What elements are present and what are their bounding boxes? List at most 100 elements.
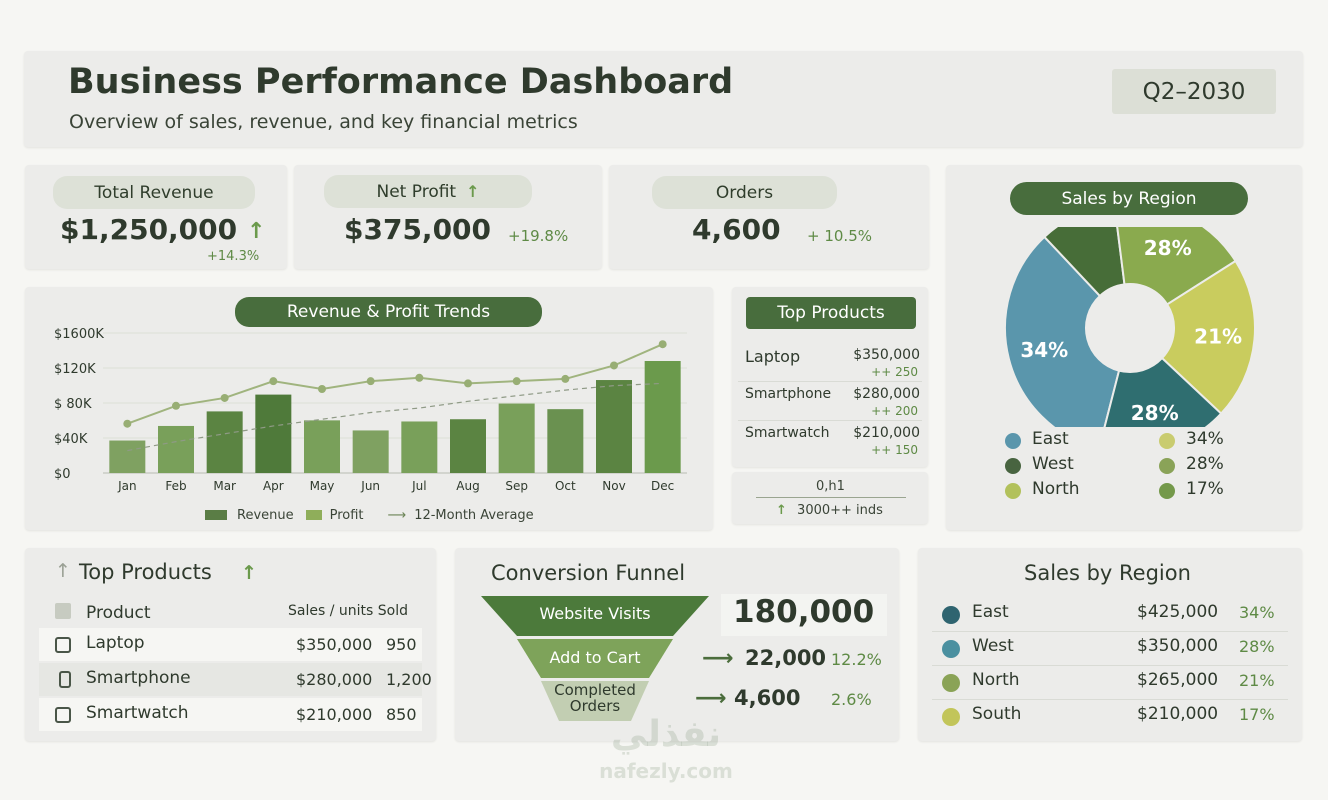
funnel-stage-3-pct: 2.6% [831,690,872,709]
table-row[interactable]: Smartwatch $210,000 850 [39,698,422,731]
table-header-sales: Sales / units Sold [288,603,408,619]
x-tick-label: Dec [651,479,674,493]
side-footer-line2: ↑ 3000++ inds [776,503,883,518]
legend-label: West [1032,454,1074,474]
row-divider [932,665,1288,666]
funnel-stage-label: Completed [554,681,636,699]
arrow-up-icon: ↑ [55,560,71,582]
point-profit [123,419,132,428]
x-tick-label: Feb [165,479,186,493]
kpi-orders-value: 4,600 [692,213,781,246]
legend-average-arrow-icon: ⟶ [387,507,407,523]
pie-slice [1004,235,1121,427]
region-row[interactable]: North $265,000 21% [932,668,1288,700]
arrow-up-icon: ↑ [247,219,266,244]
trend-legend: Revenue Profit ⟶ 12-Month Average [205,506,534,524]
region-pie-card: Sales by Region 34% 28% 21% 28% East West Nor… [946,165,1302,530]
point-profit [658,340,667,349]
funnel-arrow-icon: ⟶ [695,686,727,711]
smartwatch-icon [55,707,71,723]
funnel-stage-label: Website Visits [539,604,650,623]
region-row[interactable]: West $350,000 28% [932,634,1288,666]
legend-dot [1159,458,1175,474]
row-divider [738,381,922,382]
table-row[interactable]: Laptop $350,000 950 [39,628,422,661]
kpi-revenue-card: Total Revenue $1,250,000 ↑ +14.3% [25,165,287,269]
side-footer-divider [756,497,906,498]
x-tick-label: Sep [505,479,528,493]
point-profit [512,377,521,386]
region-pie-title-text: Sales by Region [1061,188,1197,209]
header-card: Business Performance Dashboard Overview … [24,51,1303,147]
trend-chart-title-text: Revenue & Profit Trends [286,302,491,322]
page-subtitle: Overview of sales, revenue, and key fina… [69,111,578,133]
table-row[interactable]: Smartphone $280,000 1,200 [39,663,432,696]
funnel-stage-1-value: 180,000 [733,594,875,630]
period-badge[interactable]: Q2–2030 [1112,69,1276,114]
y-tick-label: $1600K [54,327,104,342]
region-row[interactable]: South $210,000 17% [932,702,1288,732]
funnel-arrow-icon: ⟶ [702,646,734,671]
region-value: $265,000 [1137,670,1219,690]
product-units: 850 [386,705,417,724]
row-divider [932,631,1288,632]
funnel-stage-shape [541,681,649,721]
kpi-profit-value: $375,000 [344,213,492,246]
region-pie-chart: 34% 28% 21% 28% [1004,227,1256,427]
side-product-name[interactable]: Smartphone [745,386,832,402]
bar-revenue [304,420,340,473]
pie-slice [1043,227,1126,298]
x-tick-label: Aug [456,479,479,493]
funnel-top-value-box [721,594,887,636]
bar-revenue [644,361,681,473]
region-color-dot [942,674,960,692]
pie-slice [1116,227,1237,306]
x-tick-label: Jul [411,479,426,493]
region-row[interactable]: East $425,000 34% [932,600,1288,632]
bar-revenue [352,430,389,473]
bar-revenue [109,440,146,473]
region-pct: 17% [1239,705,1275,724]
region-color-dot [942,708,960,726]
legend-profit-label: Profit [329,507,364,523]
arrow-up-icon: ↑ [776,503,787,518]
side-product-name[interactable]: Laptop [745,347,801,366]
region-value: $210,000 [1137,704,1219,724]
legend-swatch-revenue [205,510,227,520]
point-profit [561,374,570,383]
point-profit [318,385,326,393]
side-product-value: $210,000 [853,425,920,441]
top-products-table-card: ↑ Top Products ↑ Product Sales / units S… [25,548,436,741]
point-profit [464,379,472,388]
trend-chart-card: Revenue & Profit Trends $0 $40K $ 80K $120K… [25,287,713,530]
product-name: Smartwatch [86,703,189,723]
file-icon [55,603,71,619]
x-tick-label: May [310,479,335,493]
legend-label: North [1032,479,1080,499]
funnel-stage-2-pct: 12.2% [831,650,882,669]
top-products-side-title-text: Top Products [777,303,885,323]
kpi-profit-card: Net Profit ↑ $375,000 +19.8% [294,165,602,269]
kpi-revenue-label: Total Revenue [53,176,255,209]
kpi-profit-change: +19.8% [508,227,569,245]
legend-value: 28% [1186,454,1224,474]
kpi-revenue-label-text: Total Revenue [94,182,214,203]
bar-revenue [498,403,535,473]
side-product-value: $350,000 [853,347,920,363]
kpi-profit-label: Net Profit ↑ [324,175,532,208]
side-product-name[interactable]: Smartwatch [745,425,830,441]
point-profit [220,393,229,402]
legend-dot [1005,433,1021,449]
funnel-stage-label: Orders [570,697,621,715]
kpi-orders-label: Orders [652,176,837,209]
product-name: Smartphone [86,668,191,688]
side-footer-line1: 0,h1 [816,479,845,494]
x-tick-label: Apr [263,479,284,493]
legend-value: 34% [1186,429,1224,449]
pie-slice-label: 34% [1020,338,1068,362]
region-value: $350,000 [1137,636,1219,656]
region-name: West [972,636,1014,656]
region-table-card: Sales by Region East $425,000 34% West $350,… [918,548,1302,741]
trend-chart-title: Revenue & Profit Trends [235,297,542,327]
